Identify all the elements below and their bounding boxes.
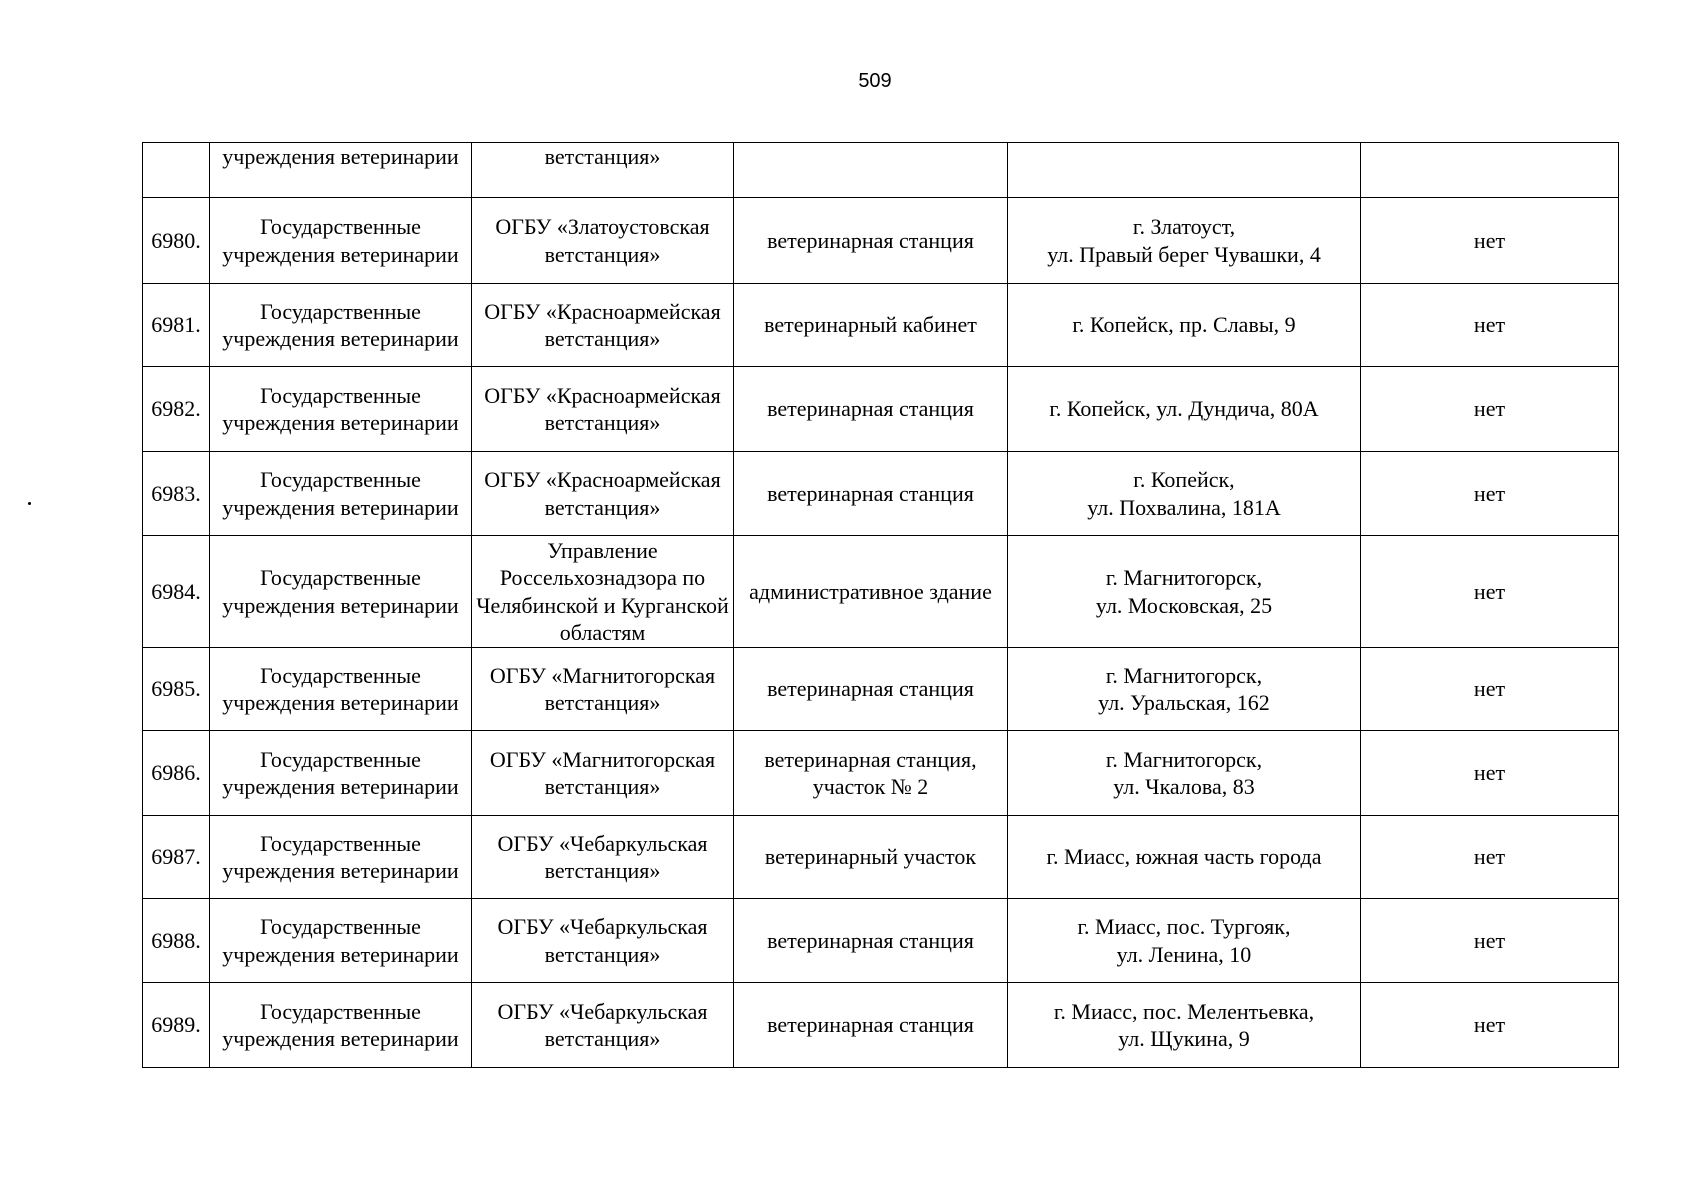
- address-line: ул. Правый берег Чувашки, 4: [1047, 241, 1321, 267]
- category-cell: Государственные учреждения ветеринарии: [209, 982, 472, 1068]
- org-cell: ОГБУ «Красноармейская ветстанция»: [471, 366, 734, 452]
- address-cell: г. Копейск, ул. Похвалина, 181А: [1007, 451, 1361, 536]
- address-line: ул. Чкалова, 83: [1113, 774, 1255, 799]
- scan-speck: [28, 502, 31, 505]
- category-cell: Государственные учреждения ветеринарии: [209, 451, 472, 536]
- table-row-continued: учреждения ветеринарии ветстанция»: [142, 142, 1619, 198]
- category-cell: Государственные учреждения ветеринарии: [209, 535, 472, 648]
- table-row: 6988. Государственные учреждения ветерина…: [142, 898, 1619, 983]
- flag-cell: нет: [1360, 366, 1619, 452]
- type-cell: ветеринарная станция: [733, 197, 1008, 284]
- table-row: 6984. Государственные учреждения ветерина…: [142, 535, 1619, 648]
- table-row: 6989. Государственные учреждения ветерина…: [142, 982, 1619, 1068]
- address-cell: г. Копейск, ул. Дундича, 80А: [1007, 366, 1361, 452]
- flag-cell: нет: [1360, 730, 1619, 816]
- type-cell: ветеринарная станция: [733, 647, 1008, 731]
- org-cell: ОГБУ «Красноармейская ветстанция»: [471, 451, 734, 536]
- org-cell: ОГБУ «Чебаркульская ветстанция»: [471, 898, 734, 983]
- org-cell: Управление Россельхознадзора по Челябинс…: [471, 535, 734, 648]
- num-cell: 6981.: [142, 283, 210, 367]
- flag-cell: нет: [1360, 283, 1619, 367]
- address-cell: г. Магнитогорск, ул. Чкалова, 83: [1007, 730, 1361, 816]
- category-cell: Государственные учреждения ветеринарии: [209, 815, 472, 899]
- address-cell: г. Златоуст, ул. Правый берег Чувашки, 4: [1007, 197, 1361, 284]
- table-row: 6987. Государственные учреждения ветерина…: [142, 815, 1619, 899]
- address-line: г. Магнитогорск,: [1105, 662, 1263, 688]
- type-cell: административное здание: [733, 535, 1008, 648]
- table-row: 6982. Государственные учреждения ветерина…: [142, 366, 1619, 452]
- flag-cell: нет: [1360, 815, 1619, 899]
- category-cell: Государственные учреждения ветеринарии: [209, 898, 472, 983]
- address-line: ул. Щукина, 9: [1118, 1026, 1250, 1051]
- num-cell: 6987.: [142, 815, 210, 899]
- address-cell: г. Магнитогорск, ул. Московская, 25: [1007, 535, 1361, 648]
- flag-cell: нет: [1360, 451, 1619, 536]
- address-cell: г. Магнитогорск, ул. Уральская, 162: [1007, 647, 1361, 731]
- num-cell: 6983.: [142, 451, 210, 536]
- org-cell: ОГБУ «Магнитогорская ветстанция»: [471, 730, 734, 816]
- org-cell: ОГБУ «Магнитогорская ветстанция»: [471, 647, 734, 731]
- address-cell: г. Миасс, пос. Мелентьевка, ул. Щукина, 9: [1007, 982, 1361, 1068]
- category-cell: Государственные учреждения ветеринарии: [209, 730, 472, 816]
- category-cell: Государственные учреждения ветеринарии: [209, 283, 472, 367]
- table-row: 6985. Государственные учреждения ветерина…: [142, 647, 1619, 731]
- flag-cell: нет: [1360, 197, 1619, 284]
- type-cell: ветеринарная станция: [733, 982, 1008, 1068]
- num-cell: 6984.: [142, 535, 210, 648]
- org-cell: ОГБУ «Красноармейская ветстанция»: [471, 283, 734, 367]
- address-line: г. Копейск, ул. Дундича, 80А: [1049, 396, 1319, 422]
- address-line: ул. Ленина, 10: [1116, 941, 1252, 967]
- address-line: г. Копейск,: [1133, 467, 1235, 492]
- flag-cell: нет: [1360, 647, 1619, 731]
- address-line: г. Златоуст,: [1132, 214, 1236, 239]
- address-line: г. Магнитогорск,: [1105, 565, 1263, 590]
- org-cell: ОГБУ «Чебаркульская ветстанция»: [471, 982, 734, 1068]
- org-cell: ветстанция»: [471, 142, 734, 198]
- address-line: ул. Уральская, 162: [1098, 690, 1270, 715]
- flag-cell: нет: [1360, 898, 1619, 983]
- type-cell: ветеринарная станция: [733, 451, 1008, 536]
- num-cell: 6982.: [142, 366, 210, 452]
- address-cell: г. Миасс, пос. Тургояк, ул. Ленина, 10: [1007, 898, 1361, 983]
- num-cell: 6980.: [142, 197, 210, 284]
- page-number: 509: [858, 70, 892, 92]
- category-cell: учреждения ветеринарии: [209, 142, 472, 198]
- address-line: г. Копейск, пр. Славы, 9: [1072, 312, 1296, 338]
- num-cell: 6985.: [142, 647, 210, 731]
- address-line: г. Миасс, пос. Тургояк,: [1077, 914, 1291, 939]
- flag-cell: нет: [1360, 535, 1619, 648]
- address-line: г. Миасс, пос. Мелентьевка,: [1053, 998, 1315, 1024]
- type-cell: ветеринарная станция: [733, 366, 1008, 452]
- table-row: 6983. Государственные учреждения ветерина…: [142, 451, 1619, 536]
- num-cell: 6989.: [142, 982, 210, 1068]
- num-cell: 6986.: [142, 730, 210, 816]
- address-cell: г. Миасс, южная часть города: [1007, 815, 1361, 899]
- address-line: ул. Московская, 25: [1095, 592, 1273, 618]
- flag-cell: нет: [1360, 982, 1619, 1068]
- address-line: г. Миасс, южная часть города: [1046, 844, 1322, 870]
- type-cell: ветеринарная станция: [733, 898, 1008, 983]
- category-cell: Государственные учреждения ветеринарии: [209, 647, 472, 731]
- table-row: 6981. Государственные учреждения ветерина…: [142, 283, 1619, 367]
- category-cell: Государственные учреждения ветеринарии: [209, 197, 472, 284]
- address-line: ул. Похвалина, 181А: [1087, 494, 1281, 520]
- category-cell: Государственные учреждения ветеринарии: [209, 366, 472, 452]
- num-cell: 6988.: [142, 898, 210, 983]
- address-cell: г. Копейск, пр. Славы, 9: [1007, 283, 1361, 367]
- org-cell: ОГБУ «Чебаркульская ветстанция»: [471, 815, 734, 899]
- org-cell: ОГБУ «Златоустовская ветстанция»: [471, 197, 734, 284]
- address-line: г. Магнитогорск,: [1105, 746, 1263, 772]
- type-cell: ветеринарный участок: [733, 815, 1008, 899]
- table-row: 6986. Государственные учреждения ветерина…: [142, 730, 1619, 816]
- type-cell: ветеринарная станция, участок № 2: [733, 730, 1008, 816]
- type-cell: ветеринарный кабинет: [733, 283, 1008, 367]
- facilities-table: учреждения ветеринарии ветстанция» 6980.…: [142, 142, 1619, 1068]
- table-row: 6980. Государственные учреждения ветерина…: [142, 197, 1619, 284]
